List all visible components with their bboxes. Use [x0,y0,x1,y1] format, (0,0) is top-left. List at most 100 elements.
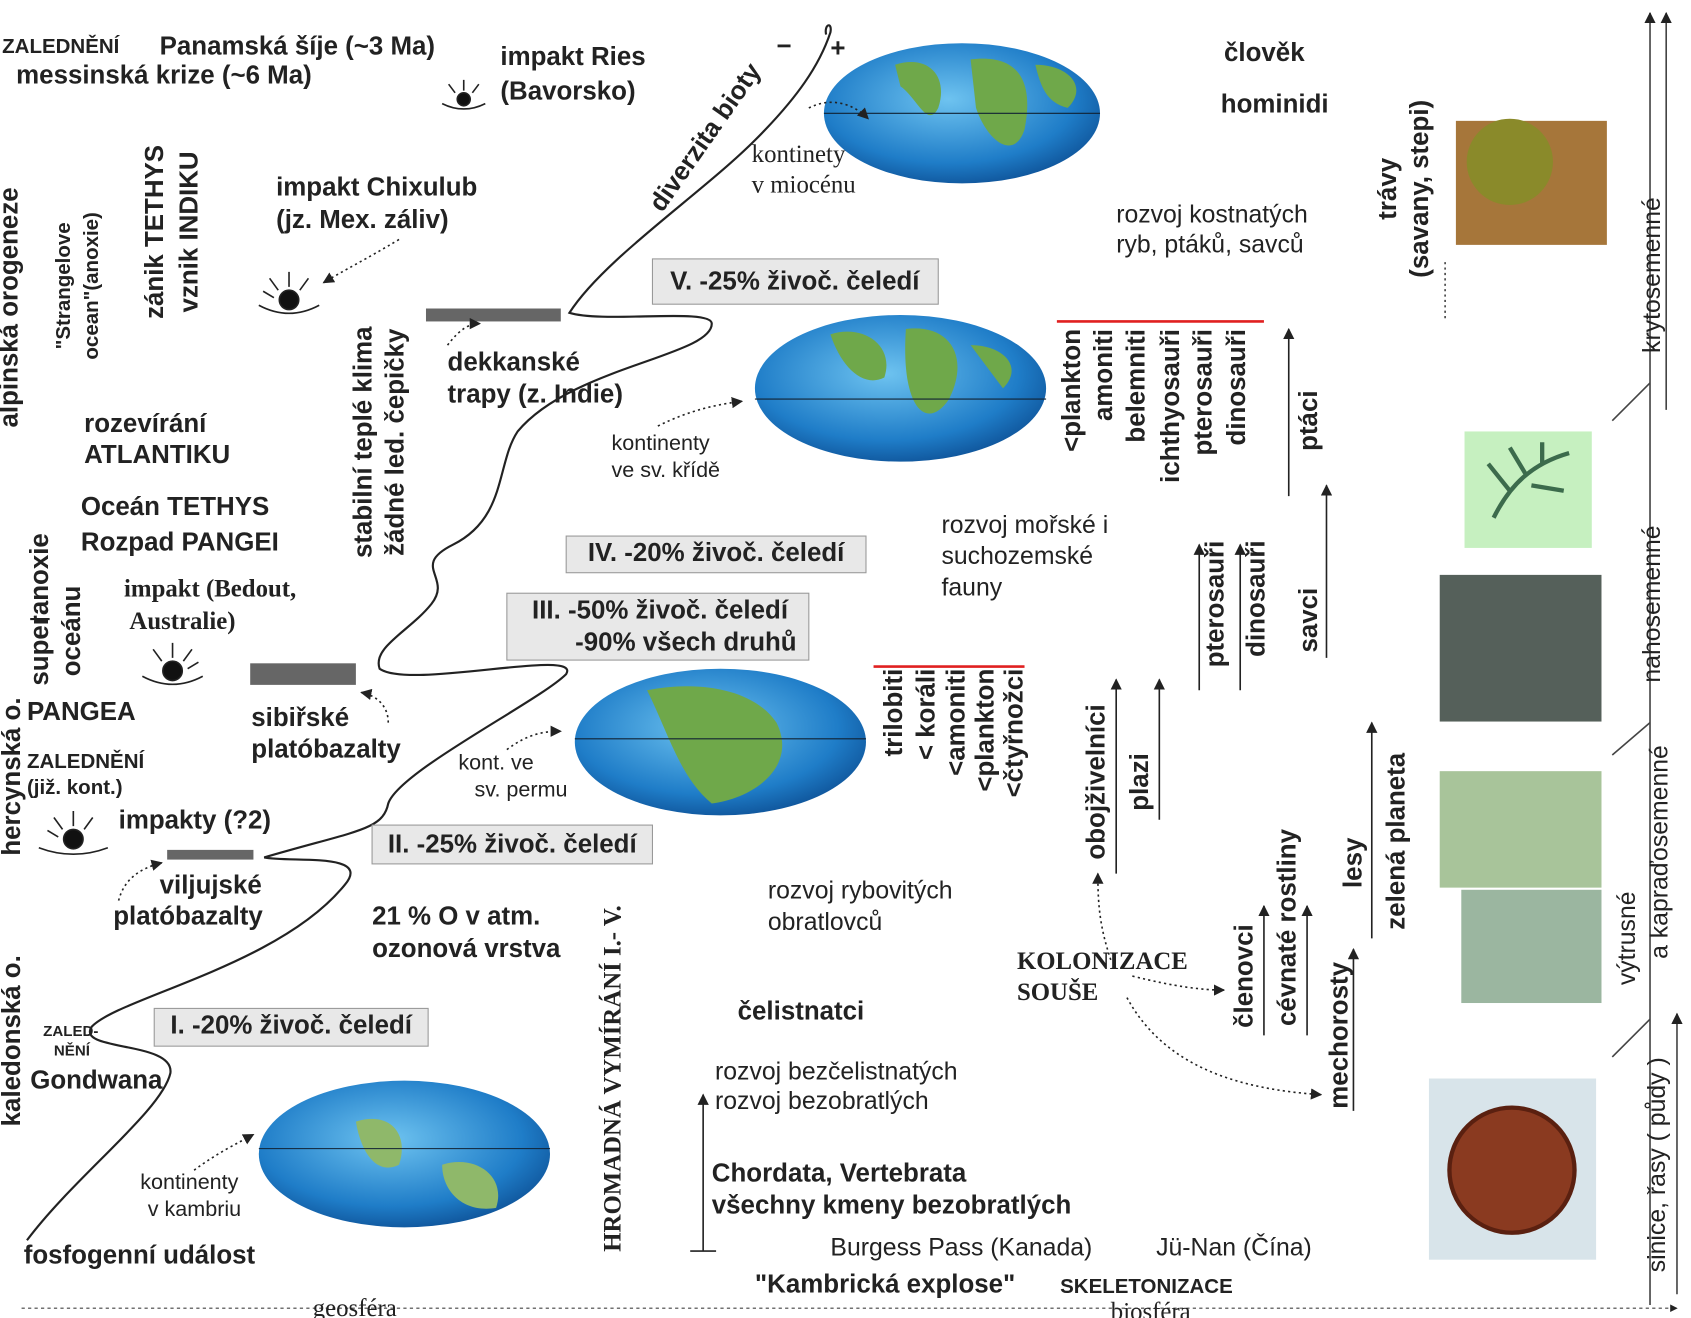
label: <plankton [1058,329,1086,452]
label: trapy (z. Indie) [448,381,623,409]
label: v kambriu [148,1196,241,1221]
label: hominidi [1221,91,1329,119]
axis-lines [1444,11,1683,1305]
label: oceánu [58,586,86,677]
label: -90% všech druhů [575,629,796,657]
label: <čtyřnožci [1001,669,1029,798]
label: sibiřské [251,704,349,732]
label: rozvoj bezčelistnatých [715,1059,958,1086]
label: platóbazalty [251,736,401,764]
label: IV. -20% živoč. čeledí [588,539,845,567]
label: PANGEA [27,698,136,726]
label: biosféra [1111,1298,1191,1318]
label: Australie) [129,608,235,635]
label: sv. permu [475,776,568,801]
label: belemniti [1123,329,1151,443]
label: žádné led. čepičky [382,328,410,556]
label: zánik TETHYS [141,145,169,319]
label: ZALEDNĚNÍ [27,749,146,773]
label: NĚNÍ [54,1042,91,1060]
label: pterosauři [1189,329,1217,456]
impact-icon [38,79,486,855]
label: hercynská o. [0,697,26,855]
label: III. -50% živoč. čeledí [532,596,789,624]
label: kont. ve [458,749,533,774]
label: kontinety [752,141,846,168]
label: (jz. Mex. záliv) [276,206,449,234]
label: ZALEDNĚNÍ [2,34,121,58]
label: všechny kmeny bezobratlých [712,1192,1072,1220]
label: plazi [1126,753,1154,811]
label: kontinenty [140,1169,238,1194]
dotted-arrows [117,101,1323,1171]
label: HROMADNÁ VYMÍRÁNÍ I.- V. [598,905,626,1251]
label: sinice, řasy ( půdy ) [1644,1057,1671,1272]
label: (savany, stepi) [1406,100,1434,278]
label: kontinenty [611,430,709,455]
label: krytosemenné [1639,197,1666,353]
label: < koráli [912,669,940,760]
label: člověk [1224,39,1305,67]
label: (již. kont.) [27,776,123,799]
label: SKELETONIZACE [1060,1275,1233,1298]
label: II. -25% živoč. čeledí [388,830,638,858]
label: platóbazalty [113,903,263,931]
label: alpinská orogeneze [0,187,24,427]
label: impakt Ries [500,43,645,71]
label: mechorosty [1325,961,1353,1108]
label: "Strangelove [52,222,75,349]
label: impakty (?2) [119,807,271,835]
basalt-bar [425,308,561,322]
label: viljujské [160,871,262,899]
label: I. -20% živoč. čeledí [170,1012,412,1040]
label: Panamská šíje (~3 Ma) [160,32,435,60]
label: dinosauři [1223,329,1251,445]
label: (Bavorsko) [500,78,635,106]
label: nahosemenné [1639,525,1666,682]
label: stabilní teplé klima [349,326,377,558]
cell-drawing [1447,1105,1577,1235]
label: čelistnatci [738,998,865,1026]
label: výtrusné [1614,891,1641,985]
label: ZALED- [43,1023,98,1040]
basalt-bar [167,849,254,860]
label: amoniti [1090,329,1118,421]
label: Chordata, Vertebrata [712,1159,967,1187]
extinction-box [565,535,867,574]
extinction-box [506,592,810,661]
label: lesy [1339,837,1367,888]
photo-fern-forest [1439,771,1602,888]
label: fauny [941,574,1002,601]
label: kaledonská o. [0,955,26,1126]
label: + [830,35,845,63]
label: obojživelníci [1083,704,1111,859]
label: ATLANTIKU [84,441,230,469]
label: messinská krize (~6 Ma) [16,61,312,89]
globe [258,1080,551,1228]
label: diverzita bioty [644,58,767,217]
globe [823,43,1101,184]
photo-fern [1464,431,1592,548]
label: Gondwana [30,1067,163,1095]
photo-tree [1466,118,1553,205]
label: ryb, ptáků, savců [1116,232,1303,259]
diversity-curve [26,24,832,1241]
photo-gymnosperm [1439,574,1602,722]
label: ichthyosauři [1157,329,1185,483]
label: cévnaté rostliny [1274,828,1302,1026]
label: pterosauři [1201,541,1229,668]
label: 21 % O v atm. [372,903,540,931]
label: trilobiti [880,669,908,757]
globe [754,314,1047,462]
label: ozonová vrstva [372,935,561,963]
photo-early-plants [1461,889,1602,1004]
globe [574,668,866,816]
label: obratlovců [768,909,882,936]
label: "Kambrická explose" [755,1270,1015,1298]
label: dinosauři [1242,540,1270,656]
label: savci [1295,588,1323,653]
label: Burgess Pass (Kanada) [830,1234,1092,1261]
label: zelená planeta [1383,752,1411,929]
